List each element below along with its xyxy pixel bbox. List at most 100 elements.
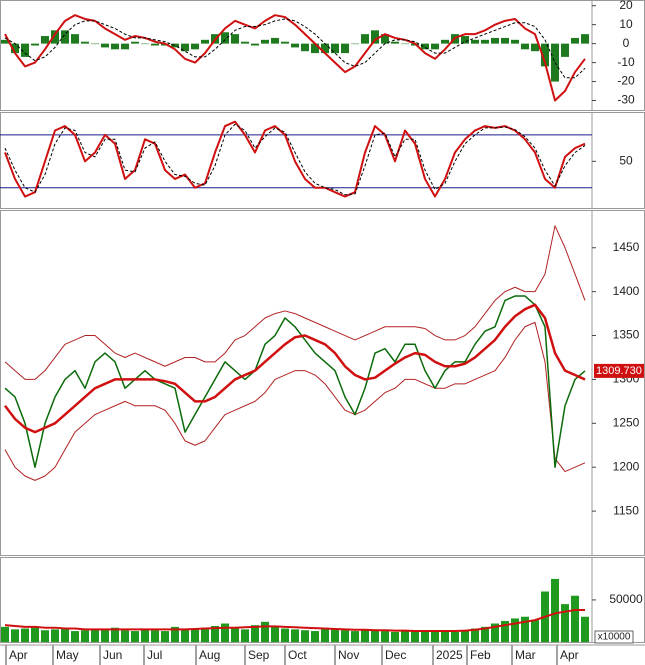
bar	[171, 43, 179, 48]
bar	[361, 34, 369, 44]
bar	[561, 604, 569, 642]
x-tick-label: Oct	[288, 648, 307, 662]
bar	[41, 630, 49, 642]
bar	[501, 620, 509, 642]
bar	[231, 34, 239, 44]
x-tick-label: Nov	[338, 648, 359, 662]
bar	[201, 39, 209, 44]
bar	[151, 43, 159, 46]
bar	[101, 43, 109, 48]
bar	[291, 629, 299, 642]
bar	[181, 628, 189, 642]
bar	[81, 630, 89, 642]
bar	[91, 43, 99, 45]
x-tick-label: May	[56, 648, 79, 662]
x-tick-label: 2025	[436, 648, 463, 662]
bar	[301, 630, 309, 642]
bar	[431, 631, 439, 642]
bar	[111, 43, 119, 50]
bar	[311, 631, 319, 642]
bar	[311, 43, 319, 54]
bar	[101, 628, 109, 642]
bar	[331, 43, 339, 54]
bar	[61, 30, 69, 44]
bar	[251, 625, 259, 642]
unit-label: x10000	[598, 632, 631, 643]
bar	[491, 37, 499, 44]
bar	[301, 43, 309, 52]
bar	[531, 620, 539, 642]
bar	[71, 631, 79, 642]
y-tick-label: 1450	[613, 240, 640, 254]
bar	[291, 43, 299, 48]
y-tick-label: 1350	[613, 328, 640, 342]
bar	[131, 41, 139, 44]
bar	[211, 626, 219, 642]
last-price-label: 1309.730	[596, 365, 642, 377]
bar	[21, 628, 29, 642]
series-line	[4, 14, 586, 102]
bar	[111, 627, 119, 642]
series-line	[4, 609, 585, 633]
y-tick-label: -30	[617, 93, 635, 107]
bar	[481, 626, 489, 642]
x-tick-label: Dec	[385, 648, 406, 662]
bar	[0, 39, 9, 44]
bar	[441, 39, 449, 44]
bar	[11, 629, 19, 642]
x-tick-label: Jul	[147, 648, 162, 662]
series-line	[4, 225, 586, 380]
bar	[11, 43, 19, 54]
bar	[41, 36, 49, 44]
bar	[391, 41, 399, 44]
bar	[191, 43, 199, 50]
y-tick-label: -20	[617, 74, 635, 88]
bar	[151, 630, 159, 642]
series-line	[4, 321, 586, 481]
bar	[71, 34, 79, 44]
bar	[321, 43, 329, 54]
bar	[0, 626, 9, 642]
bar	[511, 618, 519, 642]
series-line	[4, 295, 586, 468]
unit-box	[594, 630, 634, 644]
bar	[121, 630, 129, 642]
bar	[241, 41, 249, 44]
bar	[501, 37, 509, 44]
bar	[191, 629, 199, 642]
bar	[351, 631, 359, 642]
bar	[581, 616, 589, 642]
bar	[391, 631, 399, 642]
bar	[561, 43, 569, 57]
bar	[21, 43, 29, 57]
y-tick-label: 0	[623, 36, 630, 50]
bar	[361, 630, 369, 642]
x-tick-label: Apr	[560, 648, 579, 662]
bar	[541, 43, 549, 67]
y-tick-label: 50000	[609, 592, 643, 606]
bar	[171, 626, 179, 642]
bar	[381, 34, 389, 44]
x-tick-label: Sep	[248, 648, 270, 662]
bar	[471, 628, 479, 642]
y-tick-label: 1150	[613, 503, 639, 517]
series-line	[4, 120, 586, 198]
bar	[401, 630, 409, 642]
series-line	[4, 123, 586, 196]
bar	[451, 631, 459, 642]
y-tick-label: 1400	[613, 284, 640, 298]
bar	[221, 623, 229, 642]
y-tick-label: 20	[619, 0, 633, 12]
bar	[281, 628, 289, 642]
y-tick-label: 1250	[613, 415, 640, 429]
bar	[351, 43, 359, 45]
x-tick-label: Jun	[103, 648, 122, 662]
bar	[521, 43, 529, 50]
bar	[141, 43, 149, 45]
bar	[241, 629, 249, 642]
bar	[441, 631, 449, 642]
bar	[511, 39, 519, 44]
bar	[91, 629, 99, 642]
bar	[61, 628, 69, 642]
y-tick-label: 1200	[613, 459, 640, 473]
